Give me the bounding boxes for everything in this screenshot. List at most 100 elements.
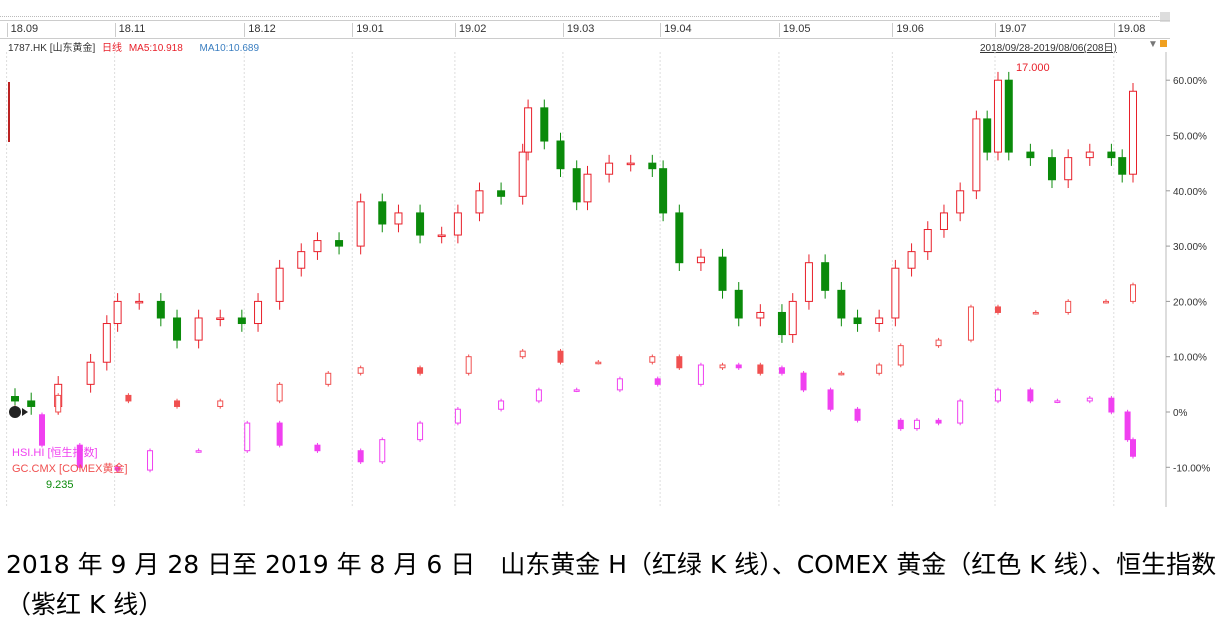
candle-body [195,450,202,453]
month-tick-label: 19.05 [778,23,810,37]
candle-body [659,168,668,214]
candle-body [891,267,900,319]
candle-body [498,400,505,410]
month-tick-label: 19.06 [892,23,924,37]
month-axis: 18.09 18.11 18.12 19.01 19.02 19.03 19.04 19.05… [0,20,1170,39]
candle-body [356,201,365,247]
candle-body [935,419,942,424]
month-tick-label: 19.02 [454,23,486,37]
candle-body [573,389,580,392]
candle-body [967,306,974,341]
candle-body [275,267,284,302]
y-tick-label: -10.00% [1173,463,1210,474]
candle-body [465,356,472,374]
candle-body [956,190,965,214]
candle-body [804,262,813,302]
candle-body [821,262,830,291]
candle-body [379,439,386,463]
lock-icon[interactable] [1160,40,1167,47]
candle-body [217,400,224,407]
candle-body [654,378,661,385]
candle-body [827,389,834,410]
min-label: 9.235 [46,479,74,491]
candle-body [735,364,742,369]
candle-body [357,367,364,374]
y-tick-label: 10.00% [1173,353,1207,364]
scroll-track[interactable] [0,16,1165,17]
candle-body [102,323,111,363]
candle-body [1129,90,1137,175]
candle-body [475,190,484,214]
candle-body [357,450,364,463]
candle-body [11,396,19,402]
candle-body [174,400,181,407]
candle-body [676,356,683,369]
price-chart: 60.00% 50.00% 40.00% 30.00% 20.00% 10.00% 0% -1… [6,52,1210,507]
candle-body [800,372,807,391]
candle-body [237,317,246,325]
marker-arrow-icon [22,408,28,416]
period-label[interactable]: 日线 [102,43,123,54]
month-tick-label: 18.11 [114,23,145,37]
candle-body [437,234,446,238]
candle-body [254,300,263,325]
candle-body [1004,79,1013,153]
candle-body [453,212,462,236]
candle-body [1102,300,1109,304]
dropdown-triangle-icon[interactable]: ▼ [1148,39,1158,50]
candle-body [156,300,165,319]
candle-body [556,140,565,170]
candle-body [1085,151,1094,159]
candle-body [777,311,786,336]
candle-body [939,212,948,231]
info-bar: 1787.HK [山东黄金] 日线 MA5:10.918 MA10:10.689 [8,39,263,54]
side-marker [8,82,10,142]
candle-body [718,256,727,291]
candle-body [757,364,764,374]
candle-body [335,240,344,247]
candle-body [1118,157,1127,175]
candle-body [417,367,424,374]
candle-body [583,173,592,203]
month-tick-label: 19.08 [1113,23,1145,37]
candle-body [114,466,121,471]
candle-body [957,400,964,424]
candle-body [649,356,656,363]
candle-body [907,251,916,269]
candle-body [524,107,533,153]
candle-body [216,317,225,320]
scroll-thumb[interactable] [1160,12,1170,22]
month-tick-label: 19.04 [660,23,692,37]
candle-body [378,201,387,225]
candle-body [923,229,932,253]
candle-body [194,317,203,341]
month-tick-label: 19.01 [352,23,384,37]
candle-body [454,408,461,424]
date-range[interactable]: 2018/09/28-2019/08/06(208日) [980,43,1117,54]
candle-body [983,118,992,153]
candle-body [1065,300,1072,313]
candle-body [417,422,424,441]
candle-body [1130,284,1136,302]
candle-body [297,251,306,269]
candle-body [135,300,144,304]
candle-body [756,311,765,319]
candle-body [993,79,1002,153]
candle-body [572,168,581,203]
candle-body [125,394,132,402]
candle-body [853,317,862,325]
hsi-marker-icon [9,406,21,418]
candle-body [244,422,251,452]
y-tick-label: 30.00% [1173,242,1207,253]
candle-body [1032,311,1039,315]
candle-body [557,350,564,363]
candle-body [1027,389,1034,402]
y-tick-label: 60.00% [1173,76,1207,87]
y-tick-label: 0% [1173,408,1188,419]
month-tick-label: 19.03 [562,23,594,37]
candle-body [313,240,322,253]
candle-body [605,162,614,175]
candle-body [76,444,83,468]
candle-body [314,444,321,452]
candle-body [519,350,526,358]
